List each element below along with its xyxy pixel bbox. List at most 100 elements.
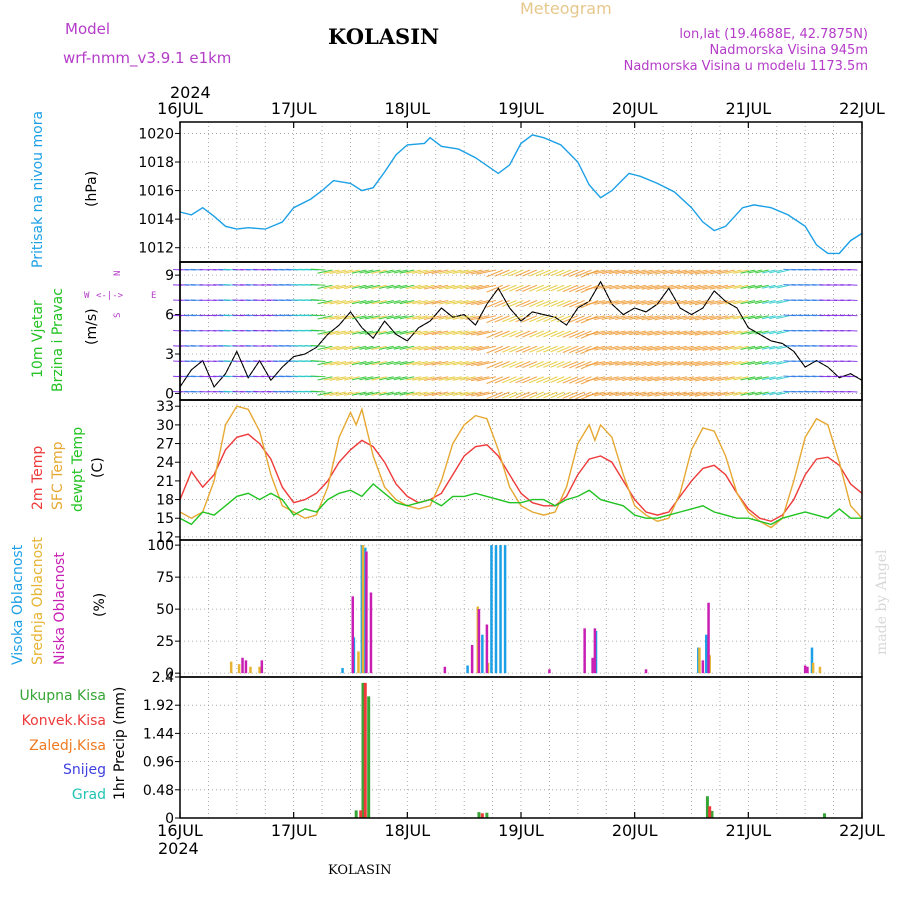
wind-arrow (486, 345, 504, 354)
wind-arrow (359, 299, 374, 305)
wind-arrow (724, 391, 742, 397)
day-label-top: 17JUL (271, 99, 317, 118)
wind-arrow (378, 360, 394, 366)
wind-arrow (694, 315, 715, 321)
wind-arrow (465, 299, 483, 305)
wind-arrow (310, 268, 326, 271)
precip-ylabel: 1hr Precip (mm) (112, 687, 128, 800)
wind-arrow (601, 345, 619, 351)
wind-arrow (405, 299, 422, 305)
wind-arrow (621, 376, 640, 382)
wind-arrow (470, 299, 490, 306)
wind-arrow (709, 315, 728, 321)
ytick-label: 3 (165, 347, 174, 363)
wind-arrow (452, 330, 469, 336)
wind-arrow (641, 284, 660, 290)
wind-arrow (460, 345, 476, 351)
wind-arrow (418, 315, 435, 320)
wind-arrow (654, 284, 674, 290)
wind-arrow (776, 330, 790, 335)
wind-arrow (585, 299, 606, 306)
wind-arrow (550, 284, 565, 292)
wind-arrow (740, 376, 756, 381)
wind-arrow (386, 315, 401, 320)
ytick-label: 0.48 (143, 783, 174, 799)
credit-label: made by Angel (874, 549, 890, 655)
wind-arrow (412, 345, 428, 351)
wind-arrow (509, 330, 524, 338)
wind-arrow (359, 391, 374, 396)
wind-arrow (847, 284, 858, 286)
wind-arrow (676, 360, 694, 366)
legend-konvek: Konvek.Kisa (22, 713, 106, 729)
wind-arrow (747, 345, 763, 350)
wind-arrow (501, 315, 517, 323)
wind-arrow (754, 345, 769, 350)
wind-arrow (702, 376, 722, 382)
wind-arrow (762, 299, 776, 304)
wind-arrow (378, 345, 394, 350)
wind-arrow (329, 391, 347, 397)
wind-arrow (438, 284, 456, 290)
wind-arrow (494, 360, 510, 369)
wind-arrow (585, 345, 606, 352)
wind-arrow (412, 315, 428, 320)
wind-arrow (641, 330, 660, 336)
wind-arrow (378, 299, 394, 305)
wind-arrow (847, 360, 858, 363)
wind-arrow (621, 345, 640, 351)
wind-arrow (747, 315, 763, 320)
bar (583, 628, 586, 674)
wind-arrow (351, 330, 367, 335)
wind-arrow (536, 269, 551, 277)
ytick-label: 1020 (138, 126, 174, 142)
wind-arrow (769, 391, 783, 396)
wind-arrow (509, 269, 524, 277)
wind-arrow (351, 315, 367, 320)
wind-arrow (694, 376, 715, 382)
temperature-ylabel-2: dewpt Temp (70, 427, 86, 512)
year-top: 2024 (170, 83, 211, 102)
wind-arrow (669, 345, 688, 351)
wind-ylabel-1: Brzina i Pravac (50, 288, 66, 392)
wind-arrow (460, 269, 476, 274)
wind-arrow (522, 315, 538, 323)
wind-arrow (635, 391, 653, 397)
wind-arrow (399, 269, 415, 274)
series-line (179, 405, 863, 529)
wind-arrow (378, 284, 394, 289)
wind-arrow (364, 376, 381, 381)
wind-arrow (329, 345, 347, 351)
wind-arrow (694, 391, 715, 397)
wind-arrow (709, 360, 728, 366)
wind-arrow (762, 345, 776, 350)
wind-arrow (594, 269, 613, 275)
wind-arrow (717, 345, 735, 351)
bar (806, 666, 809, 674)
wind-arrow (702, 284, 722, 290)
clouds-ylabel-3: (%) (92, 593, 108, 617)
wind-arrow (515, 284, 531, 292)
wind-arrow (509, 315, 524, 323)
wind-arrow (608, 330, 626, 336)
wind-arrow (460, 391, 476, 396)
ytick-label: 100 (147, 538, 174, 554)
wind-arrow (418, 284, 435, 290)
wind-arrow (529, 345, 544, 353)
wind-arrow (594, 376, 613, 382)
wind-arrow (543, 330, 558, 338)
wind-arrow (329, 315, 347, 320)
wind-arrow (329, 269, 347, 275)
wind-arrow (470, 391, 490, 397)
wind-arrow (747, 299, 763, 305)
wind-arrow (776, 269, 790, 274)
ytick-label: 30 (156, 418, 174, 434)
wind-arrow (336, 345, 353, 351)
wind-arrow (412, 360, 428, 366)
wind-arrow (709, 376, 728, 382)
wind-arrow (543, 284, 558, 292)
wind-arrow (641, 299, 660, 306)
wind-arrow (452, 391, 469, 397)
wind-arrow (536, 315, 551, 323)
